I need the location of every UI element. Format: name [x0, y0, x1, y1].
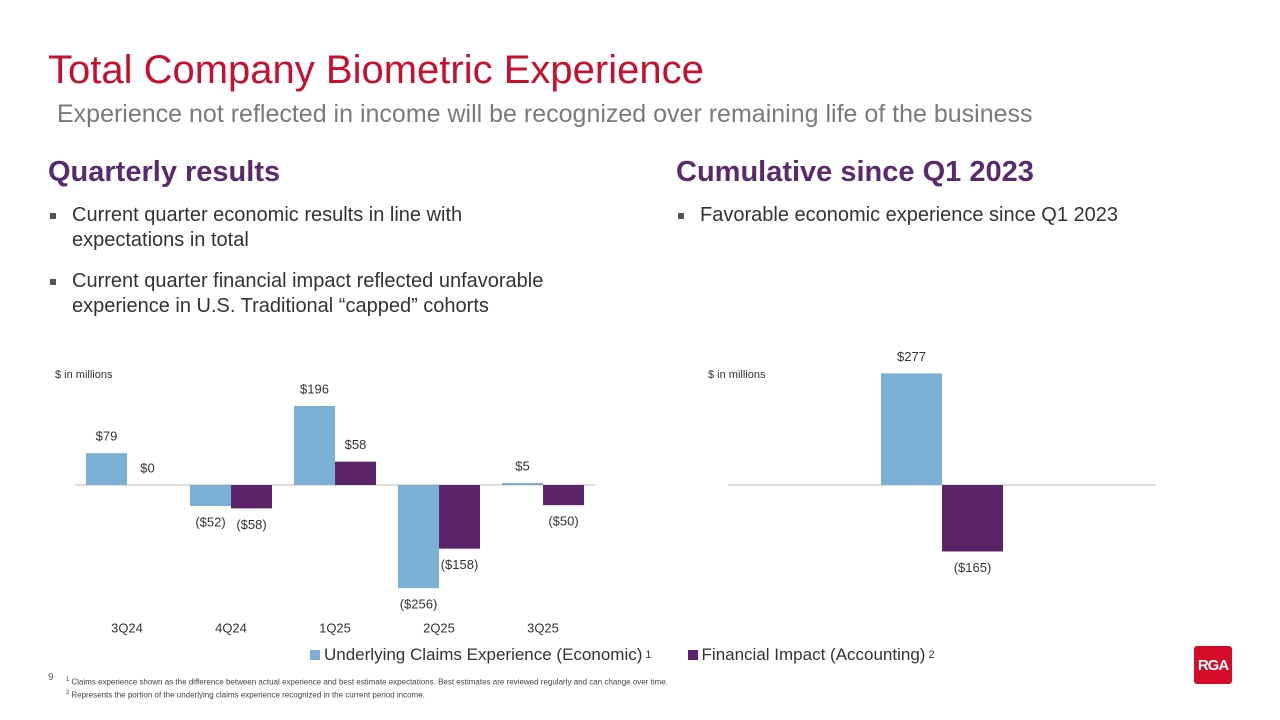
footnote-ref: 2	[928, 649, 935, 661]
value-label: $58	[345, 437, 367, 452]
bar	[439, 485, 480, 549]
unit-note: $ in millions	[708, 369, 766, 381]
bar	[190, 485, 231, 506]
legend-item: Underlying Claims Experience (Economic) 1	[310, 645, 652, 665]
x-tick-label: 3Q24	[111, 620, 143, 635]
value-label: $196	[300, 381, 329, 396]
footnotes: 1 Claims experience shown as the differen…	[66, 675, 668, 700]
value-label: ($52)	[195, 514, 225, 529]
bar	[942, 485, 1003, 552]
legend-swatch	[687, 650, 698, 660]
page-number: 9	[48, 672, 54, 683]
footnote-text: Claims experience shown as the differenc…	[71, 677, 668, 687]
x-tick-label: 1Q25	[319, 620, 351, 635]
footnote-marker: 2	[66, 689, 70, 696]
bullet: Current quarter financial impact reflect…	[48, 269, 548, 319]
legend-item: Financial Impact (Accounting) 2	[687, 645, 935, 665]
bar	[881, 373, 942, 485]
bar	[335, 461, 376, 485]
value-label: ($158)	[441, 557, 479, 572]
bullet-list: Favorable economic experience since Q1 2…	[676, 203, 1236, 244]
footnote-marker: 1	[66, 677, 70, 683]
logo: RGA	[1194, 646, 1232, 684]
unit-note: $ in millions	[55, 369, 113, 381]
x-tick-label: 3Q25	[527, 620, 559, 635]
x-tick-label: 4Q24	[215, 620, 247, 635]
value-label: ($58)	[236, 517, 266, 532]
value-label: ($50)	[548, 514, 578, 529]
footnote: 2 Represents the portion of the underlyin…	[66, 688, 668, 701]
legend: Underlying Claims Experience (Economic) 1…	[310, 645, 935, 665]
bullet-list: Current quarter economic results in line…	[48, 203, 548, 335]
bar	[231, 485, 272, 509]
legend-label: Financial Impact (Accounting)	[701, 645, 926, 664]
x-tick-label: 2Q25	[423, 620, 455, 635]
footnote: 1 Claims experience shown as the differen…	[66, 675, 668, 688]
bullet: Favorable economic experience since Q1 2…	[676, 203, 1236, 228]
value-label: $79	[96, 429, 118, 444]
heading: Cumulative since Q1 2023	[676, 156, 1034, 188]
bullet: Current quarter economic results in line…	[48, 203, 548, 253]
heading: Quarterly results	[48, 156, 281, 188]
legend-swatch	[310, 650, 320, 660]
value-label: $5	[515, 458, 529, 473]
footnote-text: Represents the portion of the underlying…	[71, 690, 425, 700]
title: Total Company Biometric Experience	[48, 48, 704, 92]
legend-label: Underlying Claims Experience (Economic)	[324, 645, 643, 664]
bar	[294, 406, 335, 485]
bar	[502, 482, 543, 485]
value-label: ($165)	[954, 560, 992, 575]
value-label: $0	[140, 460, 154, 475]
bar	[398, 485, 439, 589]
bar	[543, 485, 584, 506]
value-label: ($256)	[400, 597, 438, 612]
bar	[86, 453, 127, 485]
footnote-ref: 1	[645, 649, 652, 661]
value-label: $277	[897, 349, 926, 364]
subtitle: Experience not reflected in income will …	[57, 100, 1033, 128]
